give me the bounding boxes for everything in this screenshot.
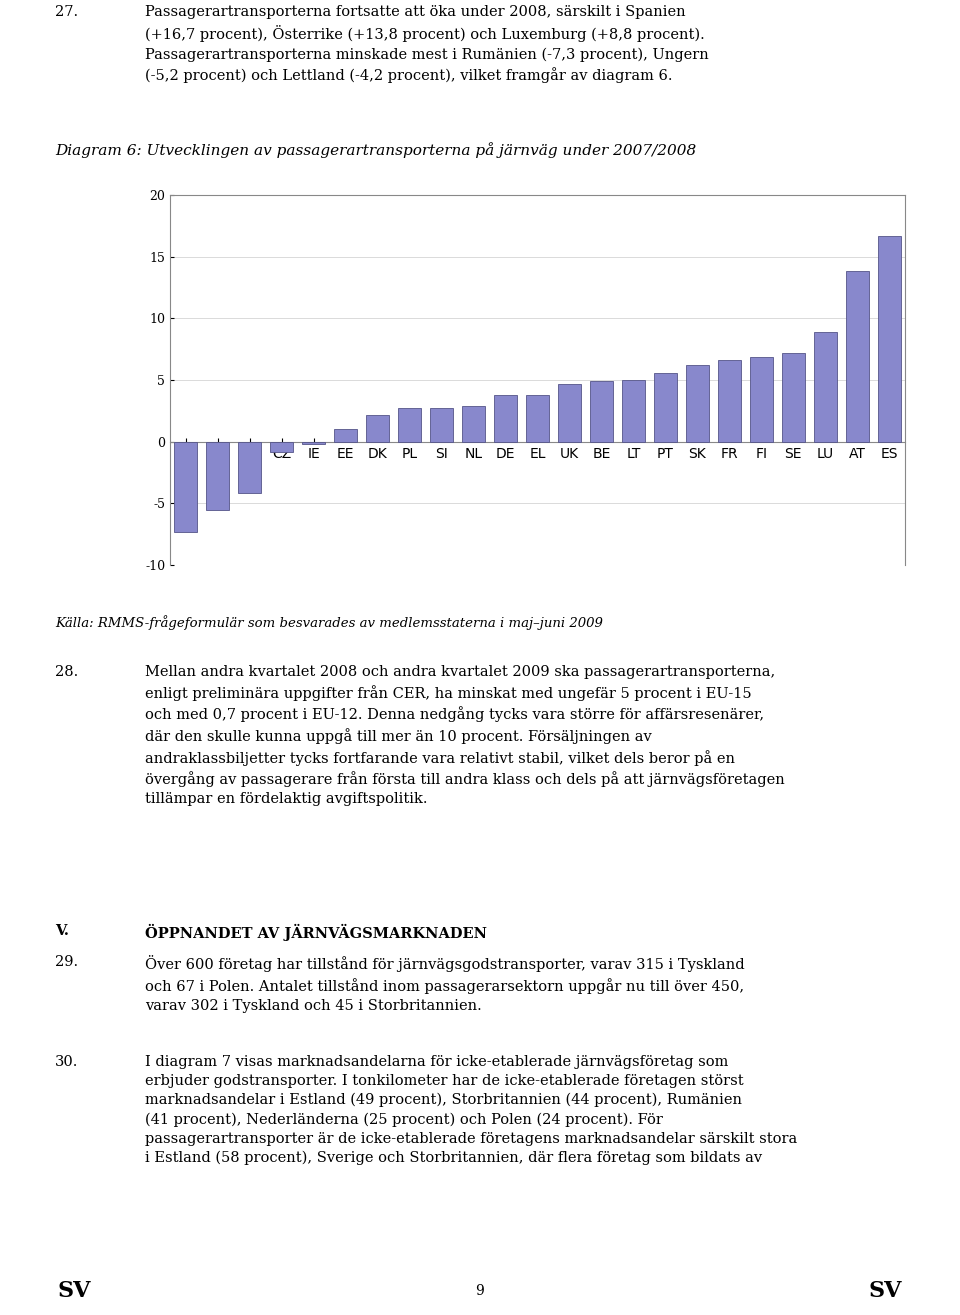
Bar: [206, 442, 229, 509]
Bar: [589, 381, 612, 442]
Bar: [526, 394, 549, 442]
Text: ÖPPNANDET AV JÄRNVÄGSMARKNADEN: ÖPPNANDET AV JÄRNVÄGSMARKNADEN: [145, 924, 487, 942]
Bar: [366, 414, 389, 442]
Text: Källa: RMMS-frågeformulär som besvarades av medlemsstaterna i maj–juni 2009: Källa: RMMS-frågeformulär som besvarades…: [55, 615, 603, 630]
Bar: [494, 394, 517, 442]
Bar: [814, 331, 836, 442]
Bar: [462, 406, 485, 442]
Text: Mellan andra kvartalet 2008 och andra kvartalet 2009 ska passagerartransporterna: Mellan andra kvartalet 2008 och andra kv…: [145, 665, 784, 806]
Bar: [718, 360, 741, 442]
Text: 28.: 28.: [55, 665, 79, 679]
Bar: [846, 271, 869, 442]
Text: 9: 9: [475, 1283, 485, 1298]
Bar: [271, 442, 294, 451]
Text: Passagerartransporterna fortsatte att öka under 2008, särskilt i Spanien
(+16,7 : Passagerartransporterna fortsatte att ök…: [145, 5, 708, 83]
Text: SV: SV: [58, 1279, 91, 1302]
Bar: [238, 442, 261, 493]
Text: 27.: 27.: [55, 5, 78, 18]
Bar: [781, 352, 804, 442]
Bar: [622, 380, 645, 442]
Bar: [877, 235, 900, 442]
Text: I diagram 7 visas marknadsandelarna för icke-etablerade järnvägsföretag som
erbj: I diagram 7 visas marknadsandelarna för …: [145, 1055, 797, 1165]
Text: V.: V.: [55, 924, 69, 938]
Bar: [302, 442, 325, 444]
Text: 30.: 30.: [55, 1055, 79, 1069]
Bar: [558, 384, 581, 442]
Text: 29.: 29.: [55, 955, 78, 969]
Bar: [430, 409, 453, 442]
Text: Över 600 företag har tillstånd för järnvägsgodstransporter, varav 315 i Tyskland: Över 600 företag har tillstånd för järnv…: [145, 955, 745, 1013]
Bar: [334, 429, 357, 442]
Bar: [750, 356, 773, 442]
Bar: [685, 366, 708, 442]
Bar: [398, 409, 421, 442]
Text: Diagram 6: Utvecklingen av passagerartransporterna på järnväg under 2007/2008: Diagram 6: Utvecklingen av passagerartra…: [55, 142, 696, 158]
Bar: [175, 442, 198, 531]
Text: SV: SV: [869, 1279, 902, 1302]
Bar: [654, 372, 677, 442]
